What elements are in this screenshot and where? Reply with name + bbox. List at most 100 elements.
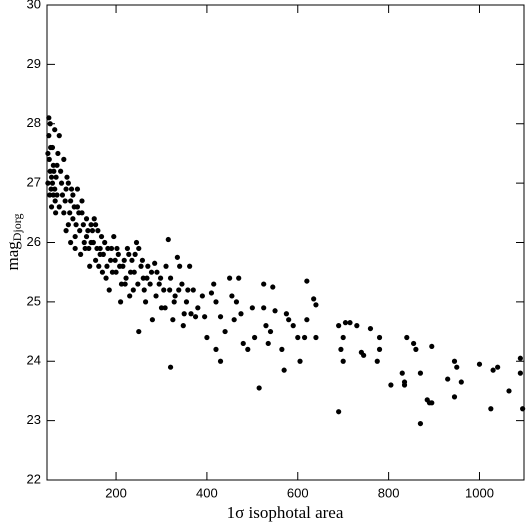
point: [86, 245, 92, 252]
point: [99, 269, 106, 275]
point: [91, 216, 97, 222]
point: [236, 275, 242, 281]
point: [411, 340, 417, 347]
point: [238, 311, 244, 317]
x-tick-label: 200: [105, 485, 127, 500]
point: [52, 127, 58, 133]
point: [172, 293, 178, 299]
point: [121, 257, 127, 263]
point: [336, 323, 342, 329]
point: [52, 198, 58, 204]
point: [47, 168, 53, 174]
x-tick-label: 800: [378, 485, 400, 500]
point: [267, 328, 274, 335]
point: [87, 263, 93, 269]
point: [72, 245, 78, 252]
point: [46, 115, 52, 121]
point: [156, 281, 162, 287]
point: [376, 334, 383, 341]
x-axis-label: 1σ isophotal area: [227, 503, 344, 522]
point: [97, 245, 103, 252]
point: [233, 299, 240, 305]
point: [68, 186, 75, 192]
point: [63, 228, 69, 234]
point: [54, 162, 60, 168]
point: [48, 204, 55, 210]
y-tick-label: 28: [27, 115, 41, 130]
point: [76, 210, 82, 216]
point: [152, 260, 158, 266]
point: [117, 263, 123, 269]
point: [74, 186, 81, 192]
point: [167, 275, 174, 281]
point: [102, 239, 108, 246]
point: [174, 254, 180, 260]
point: [47, 192, 53, 198]
y-tick-label: 29: [27, 56, 41, 71]
point: [54, 192, 60, 198]
y-tick-label: 23: [27, 412, 41, 427]
point: [304, 317, 310, 323]
y-tick-label: 25: [27, 293, 41, 308]
point: [154, 269, 160, 275]
point: [48, 144, 54, 151]
point: [451, 358, 458, 364]
point: [68, 239, 74, 246]
point: [127, 293, 133, 299]
point: [55, 150, 61, 157]
point: [83, 233, 90, 240]
point: [162, 305, 168, 311]
point: [81, 239, 87, 246]
point: [520, 406, 526, 412]
point: [163, 263, 169, 269]
point: [290, 323, 296, 329]
point: [295, 334, 301, 341]
point: [96, 263, 102, 269]
point: [340, 334, 346, 341]
point: [106, 287, 112, 293]
point: [222, 328, 228, 335]
point: [495, 364, 501, 370]
point: [454, 364, 460, 370]
point: [72, 233, 78, 240]
point: [109, 269, 116, 275]
point: [149, 317, 155, 323]
point: [138, 263, 144, 269]
point: [517, 355, 523, 361]
point: [115, 251, 121, 257]
point: [261, 281, 267, 287]
point: [61, 156, 67, 162]
point: [117, 299, 124, 305]
point: [112, 257, 118, 263]
x-tick-label: 600: [287, 485, 309, 500]
point: [67, 210, 73, 216]
point: [140, 275, 146, 281]
point: [129, 257, 135, 263]
point: [118, 281, 125, 287]
point: [133, 239, 140, 246]
point: [313, 334, 319, 341]
point: [122, 281, 128, 287]
point: [52, 186, 58, 192]
point: [424, 397, 430, 403]
point: [161, 287, 167, 293]
point: [139, 257, 145, 263]
point: [105, 245, 111, 252]
point: [153, 293, 159, 299]
point: [136, 328, 142, 335]
point: [354, 323, 360, 329]
point: [283, 311, 290, 317]
point: [144, 275, 150, 281]
point: [301, 334, 308, 341]
point: [148, 269, 155, 275]
point: [199, 293, 205, 299]
point: [183, 299, 190, 305]
point: [229, 293, 235, 299]
point: [476, 361, 483, 367]
point: [404, 334, 410, 341]
point: [517, 370, 523, 376]
point: [56, 133, 62, 139]
point: [338, 346, 344, 352]
point: [263, 323, 269, 329]
point: [71, 204, 77, 210]
